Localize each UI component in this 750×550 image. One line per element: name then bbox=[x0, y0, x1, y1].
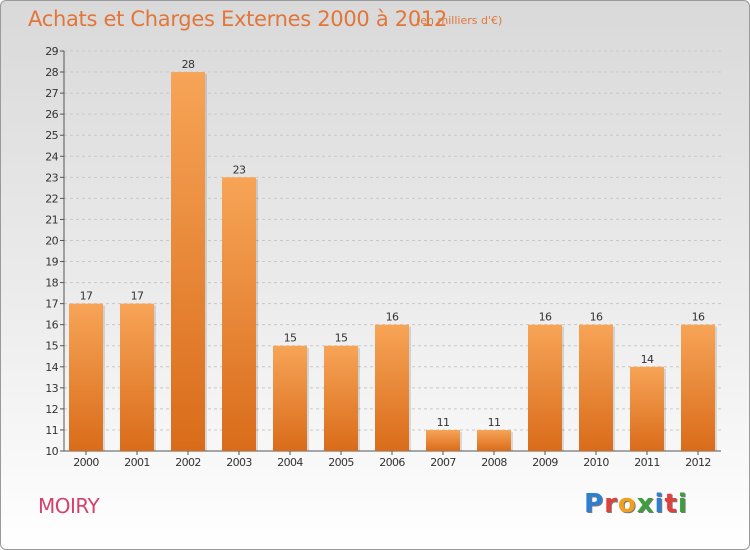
x-tick-label: 2008 bbox=[481, 456, 507, 469]
bar-2003 bbox=[222, 177, 256, 451]
y-tick-label: 25 bbox=[45, 129, 58, 142]
x-tick-label: 2011 bbox=[634, 456, 660, 469]
data-label: 17 bbox=[80, 290, 93, 303]
y-tick-label: 12 bbox=[45, 403, 58, 416]
bar-2002 bbox=[171, 72, 205, 451]
chart-title: Achats et Charges Externes 2000 à 2012 bbox=[28, 7, 448, 31]
bar-2001 bbox=[120, 303, 154, 451]
proxiti-logo: Proxiti bbox=[584, 489, 688, 519]
logo-letter: o bbox=[617, 489, 637, 519]
y-tick-label: 19 bbox=[45, 256, 58, 269]
y-tick-label: 13 bbox=[45, 382, 58, 395]
x-tick-label: 2001 bbox=[124, 456, 150, 469]
y-tick-label: 26 bbox=[45, 108, 58, 121]
bar-2007 bbox=[426, 429, 460, 451]
data-label: 16 bbox=[386, 311, 399, 324]
y-tick-label: 20 bbox=[45, 234, 58, 247]
y-tick-label: 28 bbox=[45, 66, 58, 79]
y-tick-label: 14 bbox=[45, 361, 58, 374]
bar-2012 bbox=[681, 324, 715, 451]
y-tick-label: 10 bbox=[45, 445, 58, 458]
x-tick-label: 2003 bbox=[226, 456, 252, 469]
y-tick-label: 17 bbox=[45, 298, 58, 311]
logo-letter: i bbox=[654, 489, 665, 519]
data-label: 11 bbox=[488, 416, 501, 429]
logo-letter: P bbox=[584, 489, 605, 519]
x-tick-label: 2005 bbox=[328, 456, 354, 469]
bar-2005 bbox=[324, 345, 358, 451]
data-label: 17 bbox=[131, 290, 144, 303]
logo-letter: i bbox=[677, 489, 688, 519]
y-tick-label: 27 bbox=[45, 87, 58, 100]
logo-letter: r bbox=[604, 489, 618, 519]
bar-2009 bbox=[528, 324, 562, 451]
commune-name: MOIRY bbox=[38, 494, 100, 518]
chart-subtitle: (en milliers d'€) bbox=[416, 14, 503, 27]
x-tick-label: 2000 bbox=[73, 456, 99, 469]
data-label: 16 bbox=[590, 311, 603, 324]
data-label: 28 bbox=[182, 58, 195, 71]
data-label: 16 bbox=[692, 311, 705, 324]
logo-letter: t bbox=[664, 489, 678, 519]
x-tick-label: 2004 bbox=[277, 456, 303, 469]
x-tick-label: 2006 bbox=[379, 456, 405, 469]
data-label: 15 bbox=[335, 332, 348, 345]
bar-2006 bbox=[375, 324, 409, 451]
x-tick-label: 2007 bbox=[430, 456, 456, 469]
bar-2008 bbox=[477, 429, 511, 451]
y-tick-label: 23 bbox=[45, 171, 58, 184]
bar-2010 bbox=[579, 324, 613, 451]
bar-2004 bbox=[273, 345, 307, 451]
y-tick-label: 21 bbox=[45, 213, 58, 226]
x-tick-label: 2002 bbox=[175, 456, 201, 469]
data-label: 16 bbox=[539, 311, 552, 324]
bar-2000 bbox=[69, 303, 103, 451]
logo-letter: x bbox=[636, 489, 655, 519]
data-label: 15 bbox=[284, 332, 297, 345]
x-tick-label: 2010 bbox=[583, 456, 609, 469]
x-tick-label: 2009 bbox=[532, 456, 558, 469]
y-tick-label: 16 bbox=[45, 319, 58, 332]
x-tick-label: 2012 bbox=[685, 456, 711, 469]
y-tick-label: 15 bbox=[45, 340, 58, 353]
data-label: 23 bbox=[233, 163, 246, 176]
bar-2011 bbox=[630, 366, 664, 451]
y-tick-label: 22 bbox=[45, 192, 58, 205]
y-tick-label: 24 bbox=[45, 150, 58, 163]
data-label: 11 bbox=[437, 416, 450, 429]
y-tick-label: 11 bbox=[45, 424, 58, 437]
y-tick-label: 29 bbox=[45, 45, 58, 58]
y-tick-label: 18 bbox=[45, 277, 58, 290]
data-label: 14 bbox=[641, 353, 654, 366]
